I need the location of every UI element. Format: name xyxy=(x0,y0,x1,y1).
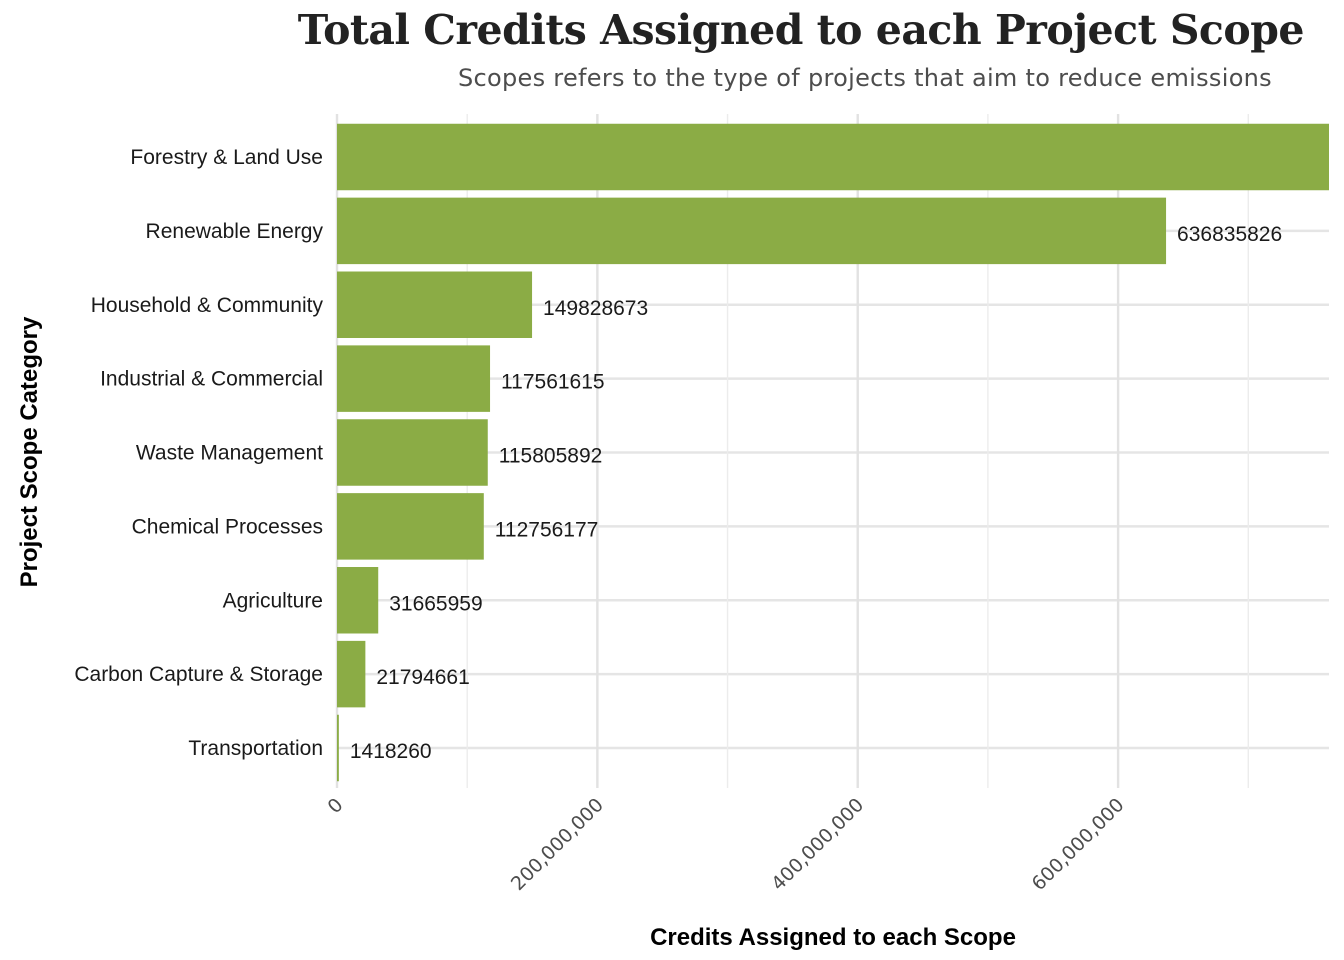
category-label: Agriculture xyxy=(223,589,323,612)
bar xyxy=(337,567,379,634)
value-label: 636835826 xyxy=(1177,223,1282,246)
category-label: Forestry & Land Use xyxy=(130,146,323,169)
value-label: 117561615 xyxy=(501,371,605,394)
category-label: Transportation xyxy=(188,737,323,760)
category-label: Household & Community xyxy=(91,294,324,317)
x-tick-label: 400,000,000 xyxy=(767,794,868,895)
category-label: Chemical Processes xyxy=(132,515,323,538)
chart-title: Total Credits Assigned to each Project S… xyxy=(297,6,1305,54)
bar xyxy=(337,271,533,338)
y-axis-title: Project Scope Category xyxy=(16,316,43,587)
bar xyxy=(337,123,1329,191)
bar xyxy=(337,345,491,412)
category-label: Carbon Capture & Storage xyxy=(74,663,323,686)
bars xyxy=(337,123,1329,782)
value-label: 1418260 xyxy=(350,740,432,763)
bar xyxy=(337,714,339,782)
x-tick-labels: 0 200,000,000 400,000,000 600,000,000 xyxy=(323,794,1128,895)
value-label: 112756177 xyxy=(495,518,599,541)
category-label: Waste Management xyxy=(136,442,323,465)
bar xyxy=(337,197,1167,265)
x-tick-label: 0 xyxy=(323,794,347,818)
category-label: Renewable Energy xyxy=(146,220,324,243)
value-label: 31665959 xyxy=(389,592,482,615)
bar xyxy=(337,640,366,708)
value-label: 149828673 xyxy=(543,297,648,320)
category-label: Industrial & Commercial xyxy=(100,368,323,391)
bar xyxy=(337,493,484,560)
chart-subtitle: Scopes refers to the type of projects th… xyxy=(457,64,1272,92)
grid-lines xyxy=(335,114,1329,788)
x-tick-label: 600,000,000 xyxy=(1028,794,1129,895)
x-axis-title: Credits Assigned to each Scope xyxy=(650,924,1016,951)
value-label: 21794661 xyxy=(376,666,469,689)
category-labels: Forestry & Land Use Renewable Energy House… xyxy=(74,146,323,760)
value-labels: 636835826 149828673 117561615 115805892 1127… xyxy=(350,223,1282,763)
bar xyxy=(337,419,488,486)
value-label: 115805892 xyxy=(499,445,603,468)
x-tick-label: 200,000,000 xyxy=(507,794,608,895)
